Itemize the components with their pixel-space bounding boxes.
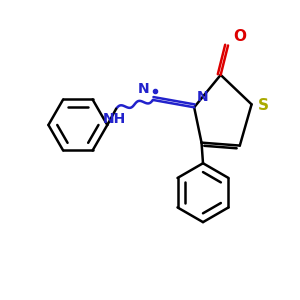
Text: S: S xyxy=(257,98,268,113)
Text: O: O xyxy=(233,29,246,44)
Text: N: N xyxy=(138,82,149,96)
Text: N: N xyxy=(197,90,209,104)
Text: NH: NH xyxy=(103,112,126,126)
